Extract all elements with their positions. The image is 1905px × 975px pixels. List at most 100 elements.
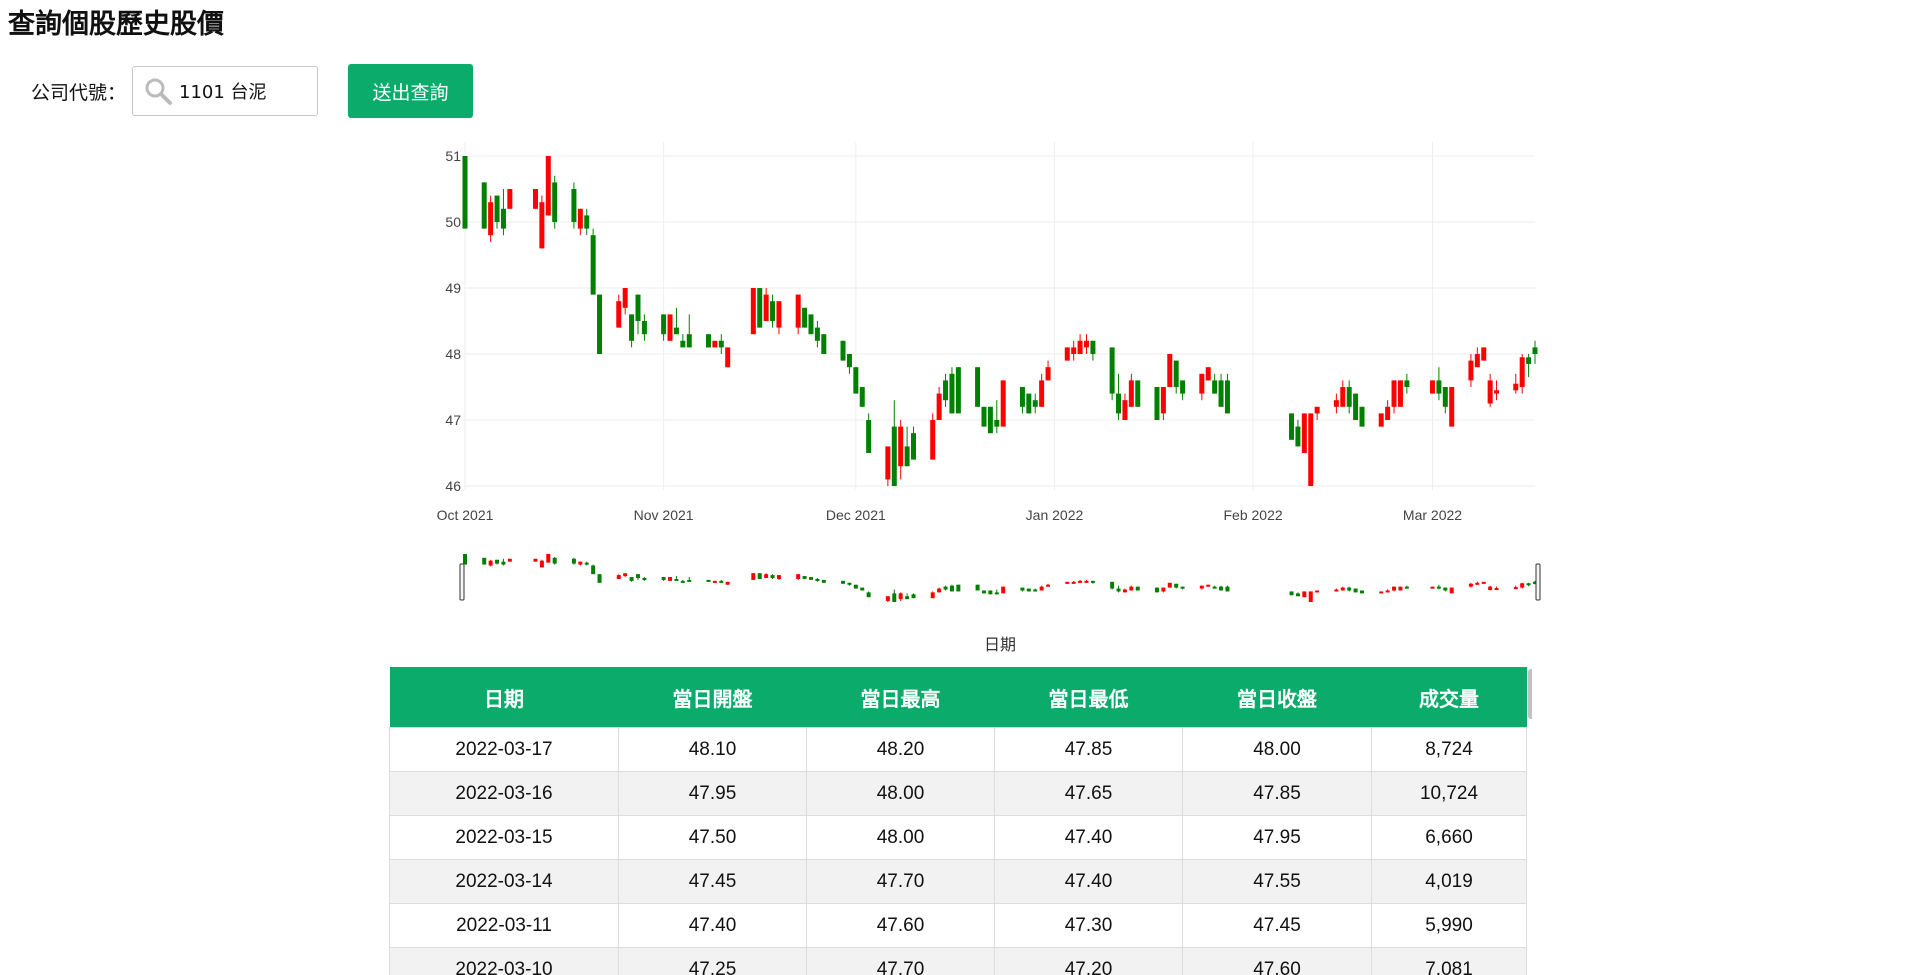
cell-date: 2022-03-17 <box>389 727 619 772</box>
cell-close: 47.45 <box>1182 903 1372 948</box>
slider-candle-body <box>1526 583 1531 586</box>
candle-body <box>763 294 769 321</box>
table-row: 2022-03-11 47.40 47.60 47.30 47.45 5,990 <box>389 903 1527 948</box>
slider-candle-body <box>866 592 871 598</box>
y-tick-label: 51 <box>445 148 461 164</box>
slider-candle-body <box>1033 589 1038 592</box>
candle-body <box>949 373 955 414</box>
query-form: 公司代號： 送出查詢 <box>31 64 474 118</box>
slider-candle-body <box>975 584 980 591</box>
slider-candle-body <box>1090 580 1095 583</box>
cell-volume: 10,724 <box>1371 771 1527 816</box>
candle-body <box>1333 400 1339 407</box>
candle-body <box>776 301 782 328</box>
slider-candle-body <box>981 590 986 594</box>
candle-body <box>552 182 558 222</box>
cell-low: 47.65 <box>994 771 1183 816</box>
candle-body <box>1526 357 1532 364</box>
slider-candle-body <box>1206 584 1211 587</box>
slider-candle-body <box>463 554 467 565</box>
cell-low: 47.40 <box>994 859 1183 904</box>
slider-candle-body <box>674 578 679 581</box>
candle-body <box>1218 380 1224 407</box>
cell-date: 2022-03-10 <box>389 947 619 975</box>
candle-body <box>840 340 846 361</box>
candle-body <box>891 426 897 486</box>
candle-body <box>975 367 981 407</box>
x-axis-title: 日期 <box>984 635 1016 654</box>
cell-date: 2022-03-15 <box>389 815 619 860</box>
history-table-container[interactable]: 日期 當日開盤 當日最高 當日最低 當日收盤 成交量 2022-03-17 48… <box>389 667 1532 975</box>
candle-body <box>1224 380 1230 414</box>
cell-open: 48.10 <box>618 727 807 772</box>
cell-date: 2022-03-14 <box>389 859 619 904</box>
slider-candle-body <box>1167 582 1172 588</box>
slider-candle-body <box>1449 587 1454 594</box>
cell-open: 47.95 <box>618 771 807 816</box>
company-search-box[interactable] <box>132 66 319 116</box>
cell-close: 48.00 <box>1182 727 1372 772</box>
y-tick-label: 49 <box>445 280 461 296</box>
candle-body <box>1077 340 1083 354</box>
candle-body <box>750 288 756 335</box>
candle-body <box>1154 387 1160 420</box>
x-tick-label: Dec 2021 <box>826 507 886 523</box>
candle-body <box>1353 393 1359 420</box>
table-row: 2022-03-15 47.50 48.00 47.40 47.95 6,660 <box>389 815 1527 860</box>
submit-query-button[interactable]: 送出查詢 <box>348 64 474 118</box>
company-code-input[interactable] <box>173 80 310 102</box>
slider-candle-body <box>1334 589 1339 592</box>
candle-body <box>1391 380 1397 407</box>
slider-candle-body <box>539 560 544 568</box>
candle-body <box>1039 380 1045 407</box>
cell-close: 47.60 <box>1182 947 1372 975</box>
slider-candle-body <box>1302 591 1307 598</box>
slider-candle-body <box>712 580 717 583</box>
candle-body <box>1346 387 1352 407</box>
candle-body <box>1083 340 1089 348</box>
slider-candle-body <box>1225 586 1230 592</box>
slider-candle-body <box>680 580 685 583</box>
candle-body <box>911 433 917 460</box>
cell-low: 47.20 <box>994 947 1183 975</box>
candle-body <box>1071 347 1077 354</box>
slider-candle-body <box>1360 590 1365 594</box>
candle-body <box>1064 347 1070 361</box>
cell-high: 48.00 <box>806 771 995 816</box>
y-tick-label: 46 <box>445 478 461 494</box>
candle-body <box>802 307 808 328</box>
table-scrollbar[interactable] <box>1528 669 1532 719</box>
candle-body <box>859 387 865 407</box>
candle-body <box>955 367 961 414</box>
slider-candle-body <box>943 586 948 590</box>
candle-body <box>680 340 686 348</box>
slider-candle-body <box>770 575 775 578</box>
slider-candle-body <box>1116 588 1121 592</box>
cell-high: 47.70 <box>806 947 995 975</box>
candle-body <box>584 215 590 229</box>
slider-candle-body <box>1295 593 1300 597</box>
slider-candle-body <box>719 580 724 583</box>
company-code-label: 公司代號： <box>31 81 127 104</box>
candle-body <box>770 301 776 321</box>
candle-body <box>686 334 692 348</box>
candle-body <box>994 420 1000 427</box>
slider-candle-body <box>764 574 769 578</box>
candlestick-chart[interactable]: 46 47 48 49 50 51 Oct 2021 Nov 2021 Dec 2021 Jan … <box>420 140 1545 660</box>
candle-body <box>943 380 949 401</box>
slider-candle-body <box>507 558 512 562</box>
candle-body <box>885 446 891 480</box>
cell-volume: 7,081 <box>1371 947 1527 975</box>
slider-candle-body <box>1468 583 1473 587</box>
slider-candle-body <box>482 557 487 565</box>
candle-body <box>1429 380 1435 394</box>
x-tick-label: Mar 2022 <box>1403 507 1462 523</box>
cell-date: 2022-03-11 <box>389 903 619 948</box>
candle-body <box>1032 400 1038 407</box>
slider-candle-body <box>616 575 621 579</box>
candle-body <box>1205 367 1211 381</box>
candle-body <box>1442 387 1448 407</box>
slider-candle-body <box>808 577 813 580</box>
slider-candle-body <box>584 562 589 565</box>
candle-body <box>1487 380 1493 404</box>
